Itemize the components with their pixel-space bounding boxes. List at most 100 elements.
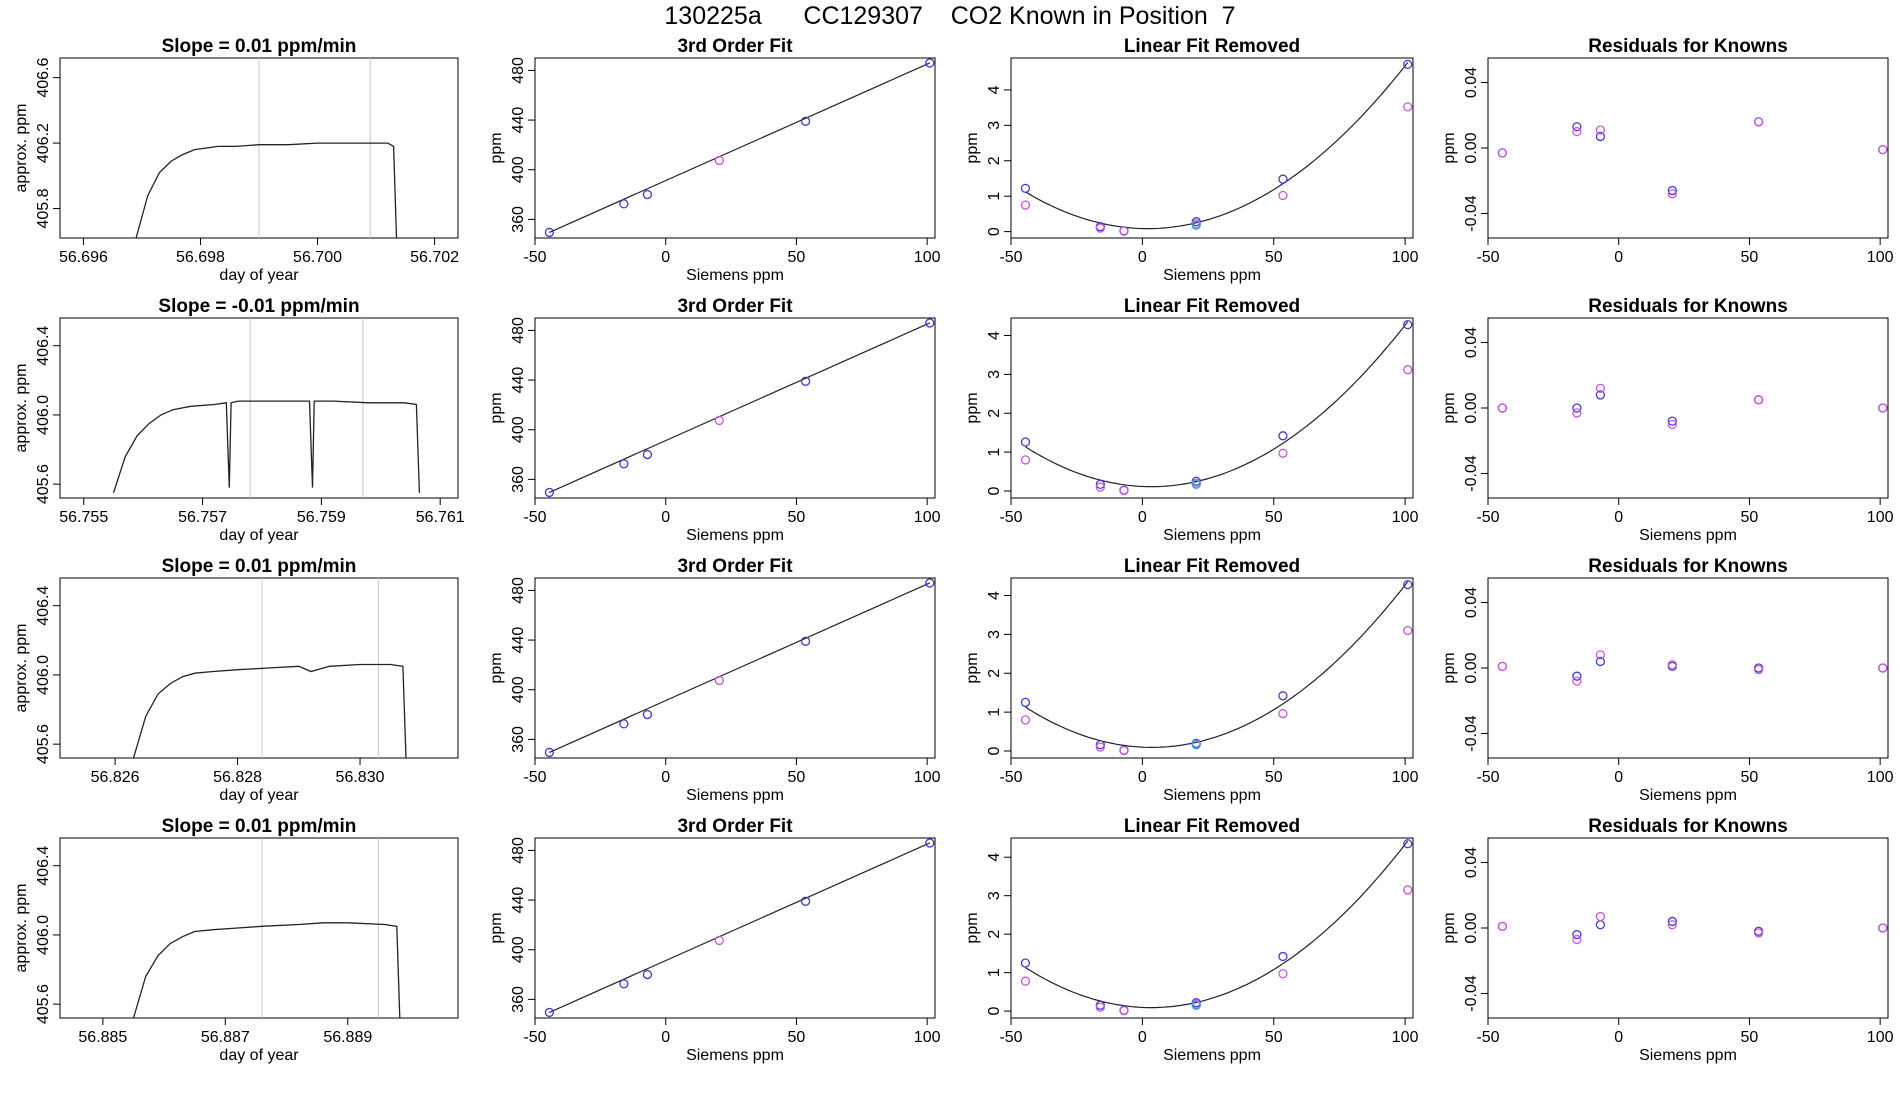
panel-title: Linear Fit Removed (1124, 296, 1300, 317)
x-axis-label: Siemens ppm (1163, 527, 1261, 544)
data-point (800, 376, 811, 386)
data-point (1119, 745, 1129, 756)
y-tick-label: -0.04 (1463, 195, 1480, 232)
panel-title: Slope = -0.01 ppm/min (158, 296, 359, 317)
plot-area (544, 838, 935, 1018)
y-tick-label: 400 (510, 676, 527, 703)
x-tick-label: 50 (1741, 769, 1759, 786)
plot-frame (534, 577, 936, 759)
y-tick-label: 0.04 (1463, 587, 1480, 618)
panel-title: Residuals for Knowns (1588, 556, 1788, 577)
data-point (1403, 102, 1413, 112)
y-tick-label: 480 (510, 577, 527, 604)
y-tick-label: 406.4 (35, 326, 52, 366)
chart-panel-2: 3rd Order Fit -50 0 50 100 360 400 440 480 Siemen… (488, 36, 941, 284)
chart-panel-8: Residuals for Knowns -50 0 50 100 -0.04 0.00 0.… (1441, 296, 1894, 544)
data-point (1667, 920, 1677, 930)
data-trace-line (132, 663, 407, 758)
chart-panel-15: Linear Fit Removed -50 0 50 100 0 1 2 3 4 Siemens … (964, 816, 1419, 1064)
panel-title: 3rd Order Fit (677, 816, 793, 837)
y-tick-label: 3 (986, 891, 1003, 900)
fit-curve (1025, 62, 1409, 230)
page-title: 130225a CC129307 CO2 Known in Position 7 (664, 2, 1236, 30)
x-tick-label: 50 (1265, 769, 1283, 786)
x-axis-label: Siemens ppm (686, 527, 784, 544)
data-point (1278, 448, 1288, 458)
y-tick-label: 480 (510, 317, 527, 344)
x-tick-label: 0 (1614, 1029, 1623, 1046)
y-tick-label: 360 (510, 726, 527, 753)
data-point (800, 896, 811, 906)
y-axis-label: ppm (964, 392, 981, 423)
x-axis-label: day of year (219, 527, 299, 544)
fit-curve (1025, 321, 1409, 488)
x-tick-label: 100 (914, 249, 941, 266)
y-tick-label: 360 (510, 466, 527, 493)
plot-area (544, 318, 935, 498)
data-point (1403, 625, 1413, 636)
y-tick-label: 0.00 (1463, 652, 1480, 683)
data-point (1572, 408, 1582, 418)
plot-area (544, 578, 935, 758)
y-axis-label: ppm (964, 652, 981, 683)
x-tick-label: -50 (999, 249, 1022, 266)
x-axis-label: Siemens ppm (1639, 527, 1737, 544)
fit-line (549, 842, 931, 1013)
data-point (1595, 650, 1606, 660)
data-point (1667, 416, 1677, 426)
x-tick-label: 0 (1614, 769, 1623, 786)
x-axis-label: Siemens ppm (1639, 1047, 1737, 1064)
chart-panel-10: 3rd Order Fit -50 0 50 100 360 400 440 480 Siemen… (488, 556, 941, 804)
y-tick-label: 406.4 (35, 586, 52, 626)
data-point (1278, 709, 1288, 719)
x-tick-label: -50 (523, 509, 546, 526)
y-tick-label: 0 (986, 486, 1003, 495)
data-point (1403, 319, 1413, 330)
plot-frame (1010, 837, 1414, 1019)
plot-area (132, 663, 407, 758)
data-point (1497, 921, 1508, 932)
data-point (1020, 455, 1031, 465)
y-tick-label: 0 (986, 746, 1003, 755)
data-point (1572, 403, 1582, 413)
x-tick-label: 50 (788, 509, 806, 526)
x-tick-label: 50 (1741, 1029, 1759, 1046)
panel-title: Slope = 0.01 ppm/min (162, 36, 357, 57)
y-tick-label: 480 (510, 837, 527, 864)
y-tick-label: 440 (510, 627, 527, 654)
y-tick-label: 360 (510, 206, 527, 233)
chart-panel-4: Residuals for Knowns -50 0 50 100 -0.04 0.00 0.… (1441, 36, 1894, 266)
y-tick-label: 405.8 (35, 188, 52, 228)
data-point (544, 227, 555, 238)
chart-panel-16: Residuals for Knowns -50 0 50 100 -0.04 0.00 0.… (1441, 816, 1894, 1064)
data-point (925, 58, 935, 68)
y-tick-label: 400 (510, 416, 527, 443)
data-point (1497, 661, 1508, 672)
y-tick-label: 406.4 (35, 846, 52, 886)
y-axis-label: ppm (488, 132, 505, 163)
data-point (1595, 131, 1606, 142)
data-point (1497, 403, 1508, 413)
x-tick-label: 56.702 (410, 249, 459, 266)
x-tick-label: 100 (1867, 509, 1894, 526)
y-tick-label: 3 (986, 370, 1003, 379)
data-point (1878, 403, 1888, 413)
data-point (1020, 715, 1031, 725)
data-point (925, 838, 935, 848)
x-axis-label: Siemens ppm (686, 1047, 784, 1064)
y-axis-label: approx. ppm (13, 624, 30, 713)
data-point (1667, 185, 1677, 196)
plot-area (112, 400, 421, 494)
data-point (1572, 126, 1582, 137)
data-point (1667, 660, 1677, 670)
x-tick-label: 0 (1138, 509, 1147, 526)
data-point (1278, 969, 1288, 979)
data-point (1753, 928, 1764, 938)
panel-title: Linear Fit Removed (1124, 556, 1300, 577)
y-tick-label: -0.04 (1463, 975, 1480, 1012)
panel-title: 3rd Order Fit (677, 296, 793, 317)
plot-frame (1487, 57, 1889, 239)
chart-panel-3: Linear Fit Removed -50 0 50 100 0 1 2 3 4 Siemens … (964, 36, 1419, 284)
x-tick-label: 56.757 (178, 509, 227, 526)
